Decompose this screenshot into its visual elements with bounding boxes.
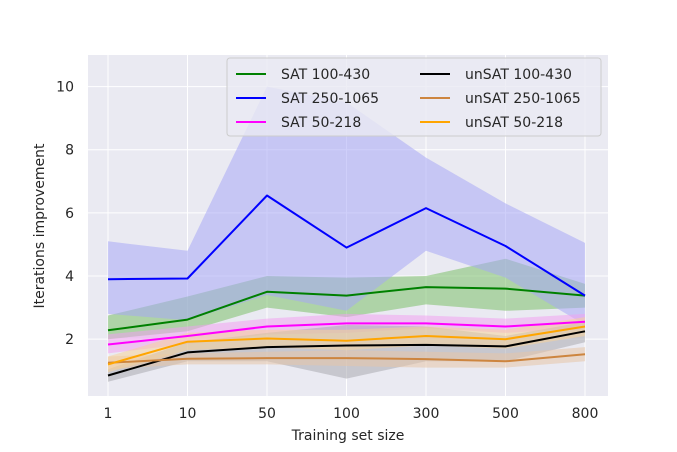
- x-tick-label: 10: [179, 406, 197, 422]
- y-tick-label: 2: [65, 332, 74, 348]
- x-tick-label: 1: [104, 406, 113, 422]
- series-line: [107, 325, 586, 366]
- legend-label: unSAT 250-1065: [465, 91, 581, 107]
- x-tick-label: 50: [258, 406, 276, 422]
- legend-label: SAT 50-218: [281, 115, 361, 131]
- confidence-band: [108, 86, 585, 325]
- series-line: [107, 353, 586, 364]
- legend-box: [226, 57, 602, 137]
- confidence-band: [108, 313, 585, 354]
- x-tick-label: 500: [492, 406, 519, 422]
- y-axis-label: Iterations improvement: [32, 143, 48, 309]
- series-lines: [107, 194, 586, 377]
- series-line: [107, 286, 586, 332]
- legend-label: unSAT 50-218: [465, 115, 563, 131]
- x-tick-labels: 1 10 50 100 300 500 800: [104, 406, 599, 422]
- x-tick-label: 800: [572, 406, 599, 422]
- x-axis-label: Training set size: [291, 428, 405, 444]
- series-line: [107, 330, 586, 377]
- y-tick-labels: 2 4 6 8 10: [56, 80, 74, 349]
- y-tick-label: 6: [65, 206, 74, 222]
- series-line: [107, 320, 586, 346]
- y-tick-label: 4: [65, 269, 74, 285]
- legend-label: unSAT 100-430: [465, 67, 572, 83]
- x-tick-label: 100: [333, 406, 360, 422]
- x-tick-label: 300: [413, 406, 440, 422]
- y-tick-label: 10: [56, 80, 74, 96]
- legend-label: SAT 250-1065: [281, 91, 379, 107]
- legend-label: SAT 100-430: [281, 67, 370, 83]
- legend: SAT 100-430 SAT 250-1065 SAT 50-218 unSAT 1…: [226, 57, 602, 137]
- y-tick-label: 8: [65, 143, 74, 159]
- series-line: [107, 194, 586, 297]
